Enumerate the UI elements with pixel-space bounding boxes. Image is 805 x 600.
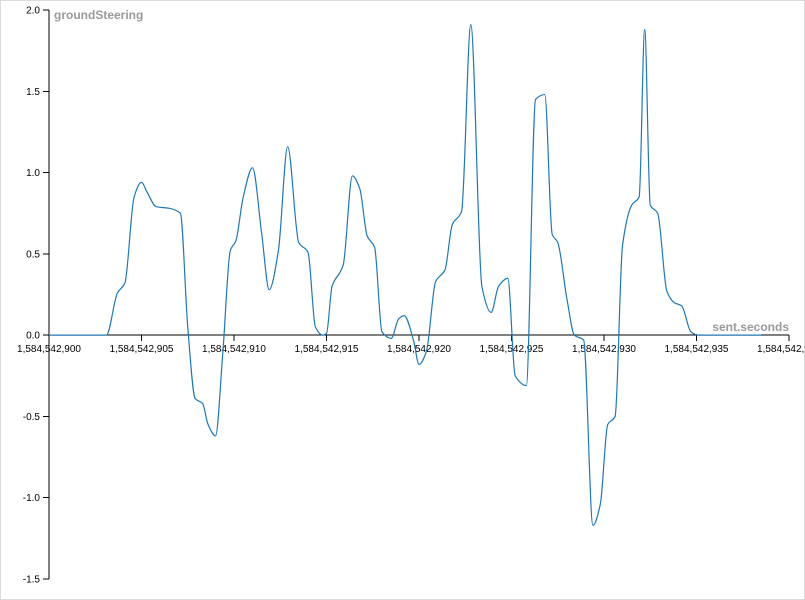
x-tick-label: 1,584,542,935: [665, 344, 729, 355]
y-axis-title: groundSteering: [54, 8, 143, 22]
y-axis: -1.5 -1.0 -0.5 0.0 0.5 1.0 1.5 2.0: [23, 6, 50, 586]
x-tick-label: 1,584,542,940: [757, 344, 805, 355]
x-tick-label: 1,584,542,910: [202, 344, 266, 355]
y-tick-label: 0.0: [26, 331, 40, 342]
y-tick-label: 2.0: [26, 6, 40, 17]
plot-area: [49, 24, 762, 526]
x-axis: 1,584,542,900 1,584,542,905 1,584,542,910 1…: [17, 334, 805, 355]
y-tick-label: -1.5: [23, 575, 41, 586]
x-axis-title: sent.seconds: [712, 320, 789, 334]
x-tick-label: 1,584,542,930: [572, 344, 636, 355]
x-tick-label: 1,584,542,905: [110, 344, 174, 355]
y-tick-label: 0.5: [26, 249, 40, 260]
series-line-groundsteering: [49, 24, 762, 526]
x-tick-label: 1,584,542,920: [387, 344, 451, 355]
y-tick-label: -1.0: [23, 493, 41, 504]
x-tick-label: 1,584,542,900: [17, 344, 81, 355]
y-tick-label: -0.5: [23, 412, 41, 423]
x-tick-label: 1,584,542,915: [295, 344, 359, 355]
y-tick-label: 1.0: [26, 168, 40, 179]
x-tick-label: 1,584,542,925: [480, 344, 544, 355]
y-tick-label: 1.5: [26, 87, 40, 98]
